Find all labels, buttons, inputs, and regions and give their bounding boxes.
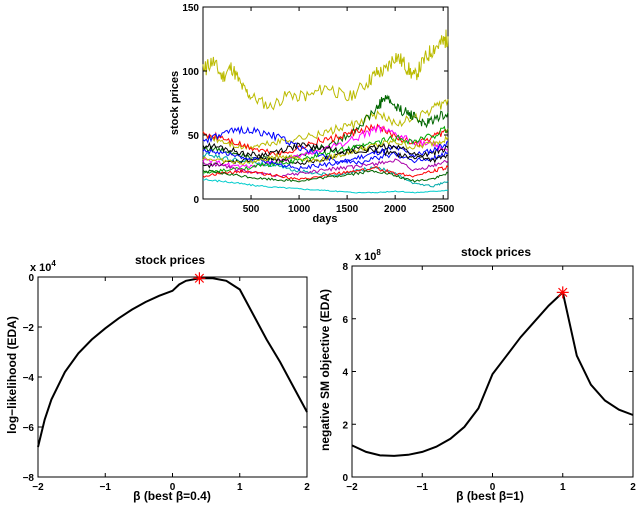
bl-best-marker: [193, 272, 206, 285]
top-series-line: [202, 123, 449, 157]
bl-xtick-label: −1: [100, 482, 112, 493]
br-plot-frame: [351, 265, 634, 478]
top-series-line: [202, 141, 449, 164]
top-series-line: [202, 125, 449, 165]
top-xtick-label: 500: [243, 204, 260, 215]
br-xtick-label: 1: [560, 482, 566, 493]
top-series-line: [202, 178, 449, 194]
bl-ytick-label: −6: [23, 423, 35, 434]
bl-multiplier-exp: 4: [51, 259, 56, 268]
bl-curve: [37, 277, 308, 448]
bl-multiplier-base: x 10: [30, 262, 51, 274]
top-series-line: [202, 151, 449, 188]
bl-ytick-label: −8: [23, 473, 35, 484]
br-xtick-label: −2: [346, 482, 358, 493]
br-multiplier-exp: 8: [376, 248, 381, 257]
br-ytick-label: 8: [342, 262, 348, 273]
bl-ytick-label: 0: [28, 273, 34, 284]
br-best-star-stroke: [558, 287, 568, 298]
bl-xtick-label: −2: [32, 482, 44, 493]
bl-xtick-label: 1: [237, 482, 243, 493]
br-ytick-label: 6: [342, 315, 348, 326]
top-series-line: [202, 125, 449, 174]
log-likelihood-panel: −2 −1 0 1 2 −8 −6 −4 −2 0 stock prices β (best β=…: [5, 253, 310, 503]
br-best-marker: [556, 286, 569, 299]
top-series-group: [202, 29, 449, 194]
br-multiplier-base: x 10: [355, 251, 376, 263]
bl-title: stock prices: [135, 253, 205, 267]
top-ytick-label: 150: [182, 3, 199, 14]
top-xtick-label: 1500: [336, 204, 359, 215]
bl-xtick-label: 0: [170, 482, 176, 493]
top-xtick-label: 2500: [432, 204, 455, 215]
br-ytick-label: 0: [342, 473, 348, 484]
top-series-line: [202, 135, 449, 166]
bl-multiplier: x 104: [30, 259, 56, 274]
top-series-line: [202, 169, 449, 183]
br-xtick-label: 2: [630, 482, 636, 493]
br-ytick-label: 4: [342, 368, 348, 379]
bl-best-star-stroke: [194, 273, 205, 283]
top-x-axis-label: days: [312, 213, 337, 225]
bl-plot-frame: [37, 276, 308, 478]
bl-ytick-label: −2: [23, 323, 35, 334]
top-ytick-label: 0: [193, 195, 199, 206]
bl-ticks-group: −2 −1 0 1 2 −8 −6 −4 −2 0: [23, 273, 311, 493]
top-series-line: [202, 158, 449, 178]
bl-xtick-label: 2: [304, 482, 310, 493]
br-ytick-label: 2: [342, 420, 348, 431]
br-multiplier: x 108: [355, 248, 381, 263]
top-xtick-label: 1000: [288, 204, 311, 215]
bl-x-axis-label: β (best β=0.4): [133, 489, 211, 503]
top-ytick-label: 100: [182, 67, 199, 78]
top-ticks-group: 500 1000 1500 2000 2500 0 50 100 150: [182, 3, 454, 215]
br-y-axis-label: negative SM objective (EDA): [318, 289, 332, 451]
bl-y-axis-label: log−likelihood (EDA): [5, 316, 19, 434]
top-series-line: [202, 29, 449, 111]
top-ytick-label: 50: [188, 131, 200, 142]
br-ticks-group: −2 −1 0 1 2 0 2 4 6 8: [342, 262, 636, 493]
br-x-axis-label: β (best β=1): [456, 489, 524, 503]
sm-objective-panel: −2 −1 0 1 2 0 2 4 6 8 stock prices β (best β=1) n…: [318, 245, 636, 503]
top-series-line: [202, 140, 449, 172]
stock-prices-timeseries-panel: 500 1000 1500 2000 2500 0 50 100 150 days stock …: [169, 3, 455, 225]
br-curve: [351, 290, 634, 457]
top-y-axis-label: stock prices: [169, 71, 181, 135]
bl-ytick-label: −4: [23, 373, 35, 384]
br-title: stock prices: [461, 245, 531, 259]
top-xtick-label: 2000: [384, 204, 407, 215]
br-xtick-label: −1: [417, 482, 429, 493]
br-xtick-label: 0: [490, 482, 496, 493]
top-plot-frame: [202, 6, 449, 200]
